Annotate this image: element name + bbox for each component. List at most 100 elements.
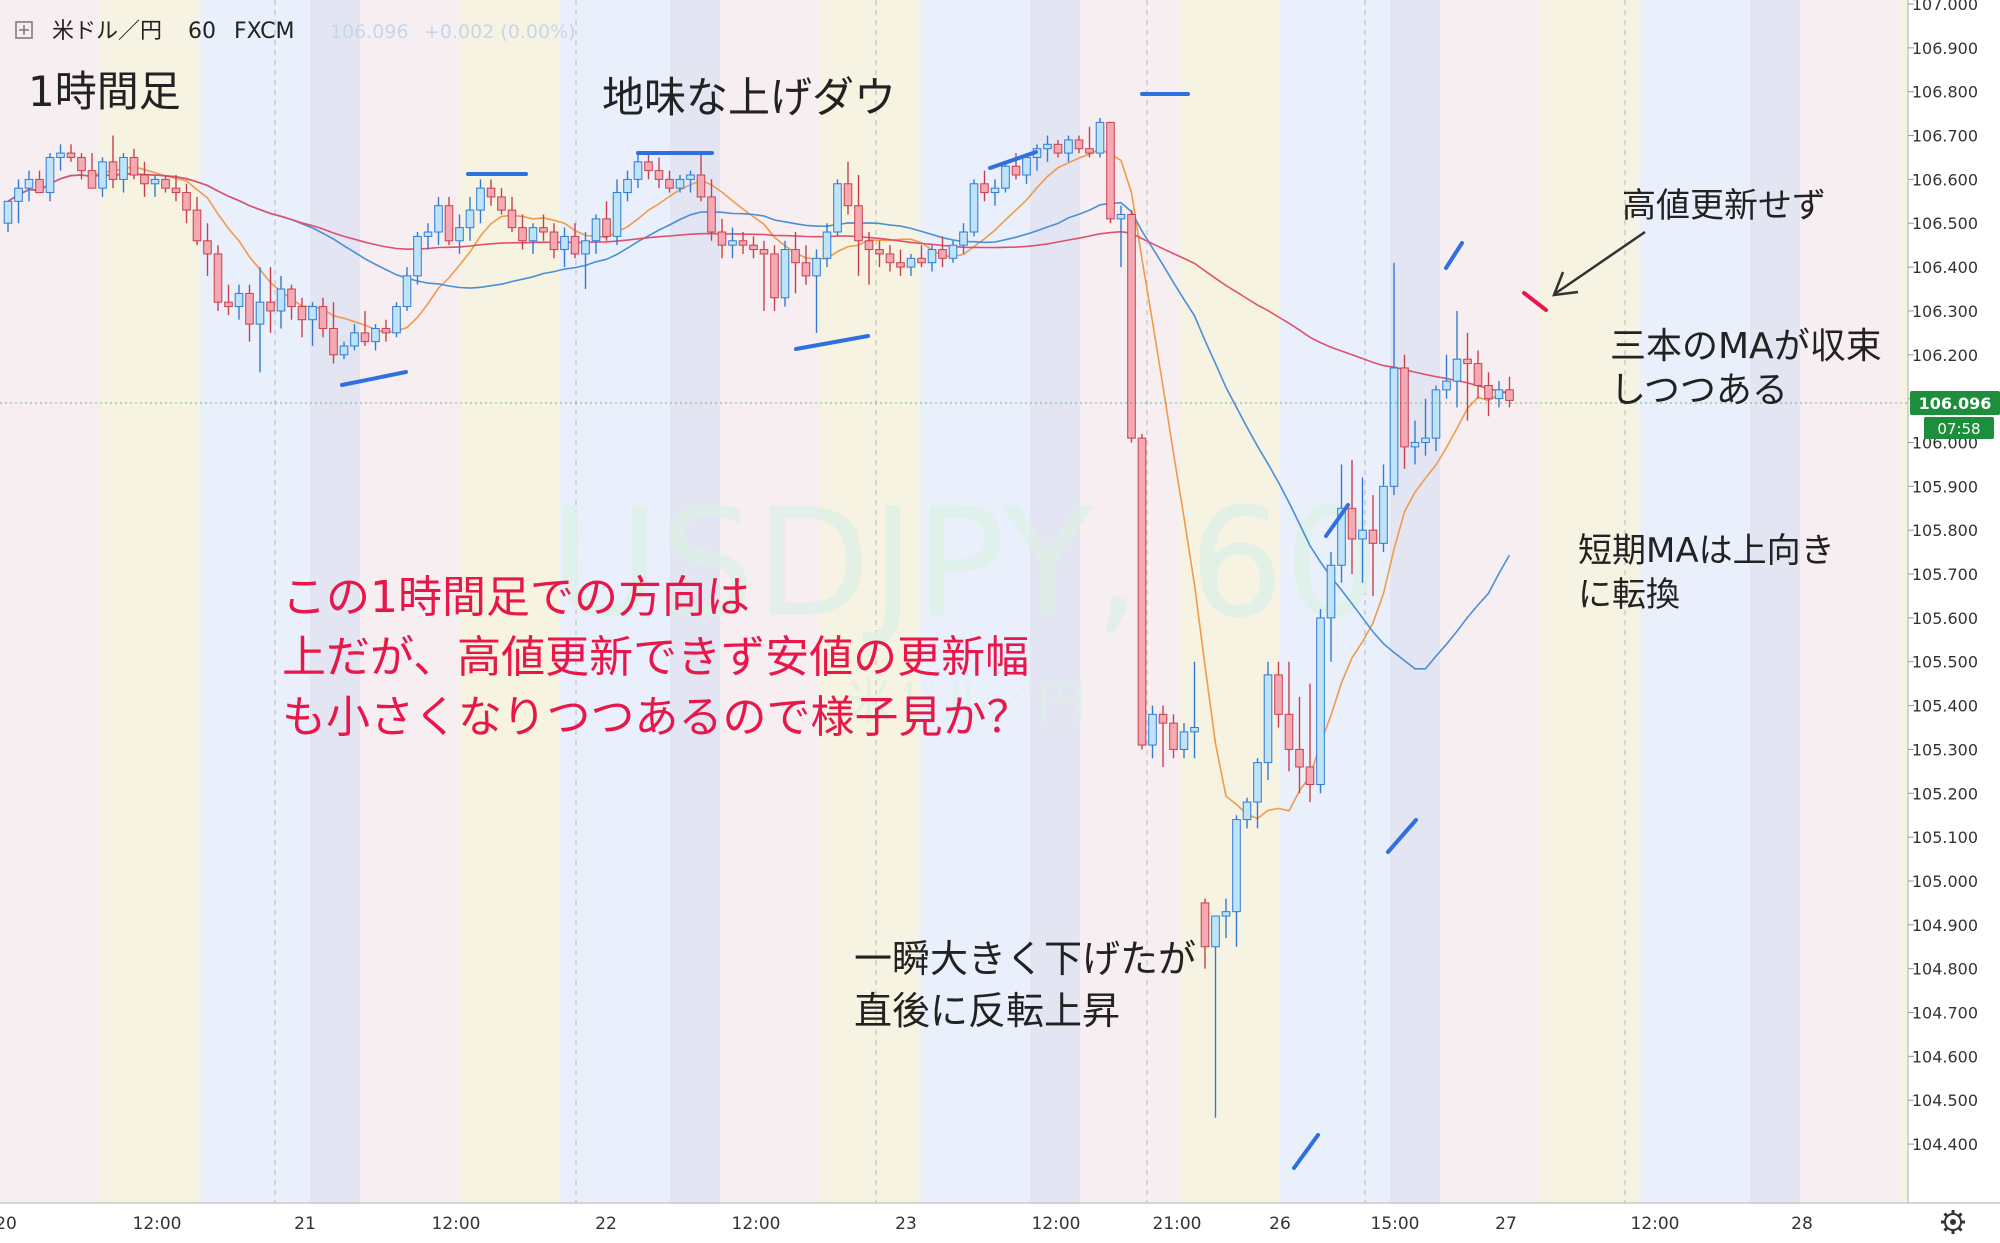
interval-label[interactable]: 60 — [188, 19, 216, 44]
candle-up — [371, 327, 380, 343]
candle-down — [518, 227, 527, 242]
candle-down — [1473, 363, 1483, 386]
candle-down — [381, 327, 391, 334]
session-band — [1440, 0, 1540, 1203]
candle-down — [1085, 148, 1094, 154]
candle-down — [1284, 713, 1294, 750]
watermark-symbol: USDJPY, 60 — [550, 477, 1380, 651]
price-tick-label: 104.800 — [1912, 960, 1978, 979]
time-tick-label: 12:00 — [432, 1214, 481, 1234]
session-band — [1640, 0, 1750, 1203]
high-not-updated-label: 高値更新せず — [1622, 186, 1826, 226]
candle-down — [885, 253, 895, 264]
candle-down — [938, 249, 947, 259]
candle-up — [45, 156, 55, 194]
candle-up — [339, 345, 349, 356]
time-axis-panel[interactable] — [0, 1203, 2000, 1239]
settings-gear-icon[interactable] — [1941, 1210, 1965, 1234]
price-tick-label: 106.300 — [1912, 302, 1978, 321]
candle-up — [948, 244, 958, 259]
candle-down — [1484, 384, 1493, 400]
arrow-icon — [1552, 230, 1646, 297]
time-tick-label: 23 — [895, 1214, 917, 1234]
candle-up — [476, 187, 485, 211]
candle-up — [1242, 801, 1252, 821]
price-tick-label: 106.200 — [1912, 346, 1978, 365]
candle-up — [423, 231, 433, 237]
candle-down — [749, 244, 758, 251]
candle-up — [1043, 143, 1052, 150]
candle-up — [780, 249, 790, 299]
price-tick-label: 105.800 — [1912, 521, 1978, 540]
highlight-marker — [1386, 818, 1418, 854]
candle-up — [1221, 911, 1231, 917]
chart-header: 米ドル／円 60 FXCM 106.096 +0.002 (0.00%) — [15, 19, 576, 44]
candle-up — [990, 187, 1000, 194]
candle-up — [119, 156, 128, 180]
candle-up — [686, 174, 695, 180]
time-tick-label: 12:00 — [133, 1214, 182, 1234]
price-tick-label: 105.100 — [1912, 828, 1978, 847]
candle-up — [1421, 437, 1430, 443]
candle-up — [1358, 529, 1367, 540]
candle-down — [854, 205, 863, 242]
session-band — [1540, 0, 1640, 1203]
highlight-marker — [340, 370, 408, 387]
candle-down — [696, 174, 706, 198]
candle-down — [759, 249, 769, 255]
candle-down — [66, 152, 76, 158]
candle-down — [1274, 674, 1283, 715]
candle-up — [1379, 485, 1388, 544]
time-tick-label: 28 — [1791, 1214, 1813, 1234]
price-tick-label: 106.700 — [1912, 127, 1978, 146]
candle-down — [297, 306, 307, 321]
session-band — [1080, 0, 1180, 1203]
vertical-grid — [274, 0, 1626, 1203]
candle-up — [24, 178, 34, 189]
short-ma-line2: に転換 — [1578, 575, 1680, 615]
candle-up — [350, 332, 359, 347]
candle-up — [402, 275, 412, 308]
expand-icon[interactable] — [15, 21, 33, 39]
candle-up — [1022, 156, 1031, 176]
candle-up — [1410, 441, 1420, 448]
candle-down — [1295, 748, 1304, 768]
candle-down — [1463, 358, 1472, 365]
candle-up — [308, 306, 317, 321]
candle-up — [1116, 213, 1126, 220]
main-comment-line1: この1時間足での方向は — [282, 572, 750, 623]
candle-down — [717, 231, 727, 246]
candle-up — [927, 249, 937, 264]
highlight-marker — [1444, 241, 1464, 270]
price-tick-label: 106.400 — [1912, 258, 1978, 277]
candle-up — [1001, 165, 1010, 189]
candle-down — [738, 240, 748, 246]
main-comment-line3: も小さくなりつつあるので様子見か？ — [282, 692, 1030, 743]
candle-up — [276, 288, 286, 312]
candle-up — [1494, 389, 1504, 400]
candle-down — [602, 218, 611, 237]
price-tick-label: 104.700 — [1912, 1004, 1978, 1023]
time-axis-labels: 20 12:00 21 12:00 22 12:00 23 12:00 21:00 26 15:00… — [0, 1214, 1813, 1234]
candle-up — [392, 306, 401, 334]
price-tick-label: 106.500 — [1912, 214, 1978, 233]
candle-down — [182, 192, 191, 211]
time-tick-label: 21:00 — [1153, 1214, 1202, 1234]
price-axis-panel[interactable] — [1908, 0, 2000, 1239]
candle-down — [1053, 143, 1063, 154]
candle-up — [906, 257, 916, 268]
candle-down — [287, 288, 296, 308]
symbol-title[interactable]: 米ドル／円 — [52, 19, 162, 44]
candle-down — [864, 240, 874, 251]
candles — [3, 118, 1514, 1118]
watermark-name: 米ドル／円 — [845, 674, 1085, 730]
time-tick-label: 21 — [294, 1214, 316, 1234]
spike-line2: 直後に反転上昇 — [854, 989, 1120, 1033]
price-tick-label: 105.000 — [1912, 872, 1978, 891]
session-band — [1390, 0, 1440, 1203]
candle-up — [465, 209, 475, 229]
candle-down — [213, 253, 223, 303]
highlight-marker — [794, 334, 870, 351]
candle-down — [801, 262, 811, 277]
